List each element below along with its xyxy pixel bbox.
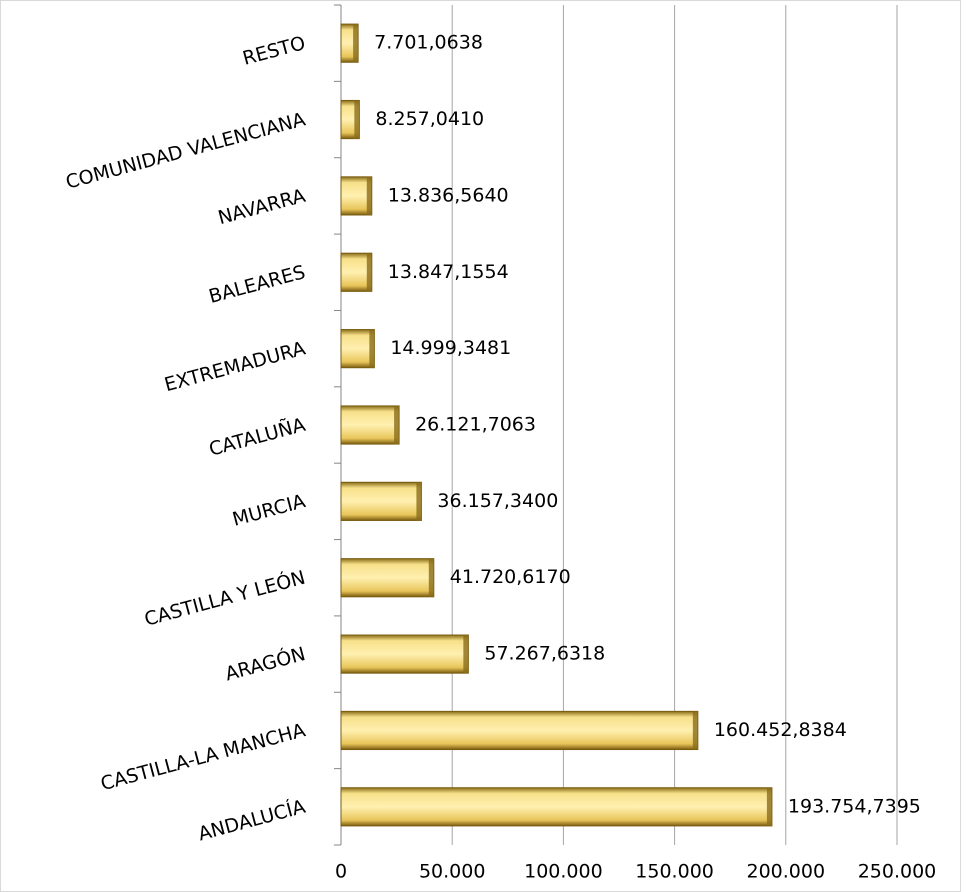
bar-end-shade [394, 405, 400, 445]
bar-end-shade [416, 482, 422, 521]
x-tick-label: 150.000 [635, 861, 714, 883]
bar [340, 481, 422, 521]
value-label: 26.121,7063 [415, 414, 536, 436]
value-label: 13.847,1554 [388, 261, 509, 283]
bar-end-shade [366, 176, 372, 215]
y-tick-label: CASTILLA Y LEÓN [142, 565, 308, 631]
value-label: 193.754,7395 [788, 795, 921, 817]
bar-end-shade [692, 711, 698, 750]
value-label: 41.720,6170 [450, 566, 571, 588]
bar-end-shade [766, 787, 772, 826]
x-tick-label: 200.000 [747, 861, 826, 883]
bar [340, 710, 699, 751]
bar-end-shade [354, 100, 360, 139]
y-tick-label: EXTREMADURA [162, 338, 308, 397]
y-tick-label: NAVARRA [216, 185, 308, 229]
bar [340, 558, 435, 598]
bar-end-shade [428, 558, 434, 597]
y-tick-label: ANDALUCÍA [196, 795, 308, 846]
value-label: 13.836,5640 [388, 184, 509, 206]
y-tick-label: CATALUÑA [206, 413, 307, 461]
x-tick-label: 250.000 [858, 861, 937, 883]
y-tick-label: MURCIA [230, 490, 308, 531]
value-label: 14.999,3481 [390, 337, 511, 359]
bar-end-shade [463, 635, 469, 674]
value-label: 7.701,0638 [374, 32, 483, 54]
y-tick-label: ARAGÓN [222, 641, 307, 685]
value-label: 160.452,8384 [714, 719, 847, 741]
bar-end-shade [366, 253, 372, 292]
y-tick-label: COMUNIDAD VALENCIANA [63, 108, 307, 193]
x-tick-label: 50.000 [419, 861, 485, 883]
y-tick-label: RESTO [240, 32, 307, 70]
x-tick-label: 100.000 [524, 861, 603, 883]
value-label: 8.257,0410 [375, 108, 484, 130]
bar [340, 252, 373, 292]
bar [340, 176, 373, 216]
bar-end-shade [353, 24, 359, 63]
bar [340, 405, 400, 445]
y-tick-label: BALEARES [207, 261, 308, 308]
bar [340, 329, 375, 369]
x-tick-label: 0 [335, 861, 347, 883]
value-label: 57.267,6318 [484, 643, 605, 665]
bar [340, 787, 773, 827]
y-tick-label: CASTILLA-LA MANCHA [98, 719, 307, 795]
value-label: 36.157,3400 [437, 490, 558, 512]
bar [340, 634, 469, 674]
bar-end-shade [369, 329, 375, 368]
